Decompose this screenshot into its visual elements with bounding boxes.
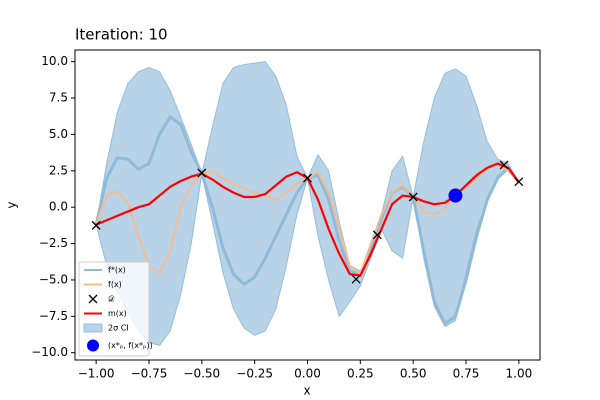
legend-label: (x*ₚ, f(x*ₚ)) <box>108 341 153 350</box>
x-tick-label: −0.50 <box>183 367 220 381</box>
legend-label: m(x) <box>108 309 127 318</box>
y-tick-label: −5.0 <box>39 272 68 286</box>
y-tick-label: 7.5 <box>49 91 68 105</box>
x-tick-label: −0.75 <box>131 367 168 381</box>
data-point <box>351 274 361 284</box>
chart-title: Iteration: 10 <box>75 26 168 44</box>
y-tick-label: 0.0 <box>49 200 68 214</box>
x-tick-label: 0.25 <box>347 367 374 381</box>
data-point <box>303 173 312 183</box>
data-point <box>91 220 101 230</box>
x-tick-label: 0.75 <box>453 367 480 381</box>
legend-swatch <box>83 323 103 333</box>
legend-label: 𝒟 <box>108 295 115 304</box>
y-axis-label: y <box>5 201 19 208</box>
data-point <box>372 230 382 240</box>
x-tick-label: 0.00 <box>294 367 321 381</box>
legend-swatch <box>88 294 98 304</box>
x-axis-label: x <box>303 384 310 398</box>
y-tick-label: −7.5 <box>39 309 68 323</box>
y-tick-label: −10.0 <box>31 345 68 359</box>
data-point <box>197 168 207 178</box>
x-tick-label: −0.25 <box>236 367 273 381</box>
legend-label: f*(x) <box>108 266 126 275</box>
x-tick-label: 1.00 <box>506 367 533 381</box>
legend: f*(x) f(x) 𝒟m(x) 2σ CI (x*ₚ, f(x*ₚ)) <box>78 261 153 357</box>
data-point <box>499 160 509 170</box>
y-tick-label: −2.5 <box>39 236 68 250</box>
x-tick-label: 0.50 <box>400 367 427 381</box>
y-tick-label: 10.0 <box>41 54 68 68</box>
data-point <box>514 177 524 187</box>
x-tick-label: −1.00 <box>78 367 115 381</box>
legend-label: f(x) <box>108 280 122 289</box>
legend-label: 2σ CI <box>108 324 129 333</box>
data-point <box>408 192 418 202</box>
best-point <box>448 188 463 203</box>
ci-band <box>95 61 520 347</box>
y-tick-label: 2.5 <box>49 163 68 177</box>
y-tick-label: 5.0 <box>49 127 68 141</box>
legend-swatch <box>87 339 99 352</box>
